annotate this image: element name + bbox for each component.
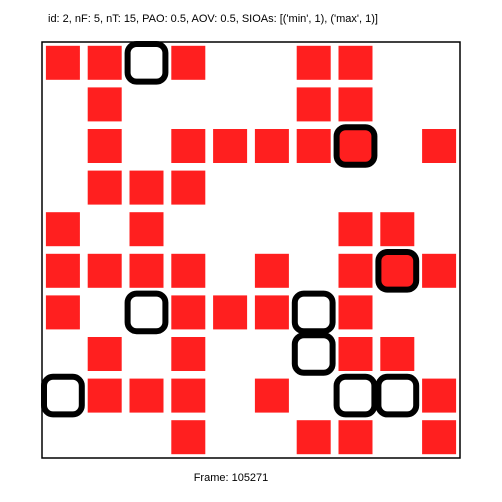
red-tile <box>213 295 248 330</box>
red-tile <box>45 253 80 288</box>
red-tile <box>171 129 206 163</box>
board-border <box>41 41 461 459</box>
red-tile <box>171 253 206 288</box>
red-tile <box>296 45 331 80</box>
red-tile <box>338 420 373 455</box>
red-tile <box>338 129 373 163</box>
outline-d <box>124 290 169 335</box>
red-tile <box>171 170 206 205</box>
red-tile <box>129 170 164 205</box>
red-tile <box>171 45 206 80</box>
red-tile <box>338 295 373 330</box>
red-tile <box>296 87 331 122</box>
red-tile <box>422 420 457 455</box>
outline-e <box>333 373 378 418</box>
outline-e <box>291 290 336 335</box>
red-tile <box>87 129 122 163</box>
red-tile <box>171 337 206 371</box>
red-tile <box>129 212 164 247</box>
red-tile <box>254 253 289 288</box>
red-tile <box>45 212 80 247</box>
red-tile <box>422 253 457 288</box>
red-tile <box>338 253 373 288</box>
red-tile <box>254 129 289 163</box>
outline-e <box>291 332 336 376</box>
red-tile <box>129 253 164 288</box>
red-tile <box>338 45 373 80</box>
red-tile <box>45 45 80 80</box>
outline-e <box>375 373 420 418</box>
outline-a <box>124 41 169 85</box>
red-tile <box>129 378 164 413</box>
red-tile <box>254 378 289 413</box>
red-tile <box>338 87 373 122</box>
tiles-layer <box>45 45 457 455</box>
red-tile <box>87 170 122 205</box>
red-tile <box>380 253 415 288</box>
red-tile <box>338 212 373 247</box>
episode-info-text: id: 2, nF: 5, nT: 15, PAO: 0.5, AOV: 0.5… <box>48 13 378 25</box>
red-tile <box>87 337 122 371</box>
red-tile <box>87 87 122 122</box>
red-tile <box>87 253 122 288</box>
red-tile <box>254 295 289 330</box>
red-tile <box>380 212 415 247</box>
red-tile <box>87 45 122 80</box>
red-tile <box>171 420 206 455</box>
red-tile <box>87 378 122 413</box>
red-tile <box>422 378 457 413</box>
outline-layer <box>41 41 420 418</box>
red-tile <box>171 295 206 330</box>
red-tile <box>422 129 457 163</box>
red-tile <box>45 295 80 330</box>
outline-b <box>333 124 378 168</box>
red-tile <box>296 129 331 163</box>
outline-c <box>375 249 420 293</box>
red-tile <box>380 337 415 371</box>
red-tile <box>296 420 331 455</box>
outline-f <box>41 373 85 418</box>
red-tile <box>171 378 206 413</box>
red-tile <box>213 129 248 163</box>
frame-counter: Frame: 105271 <box>193 472 269 484</box>
red-tile <box>338 337 373 371</box>
